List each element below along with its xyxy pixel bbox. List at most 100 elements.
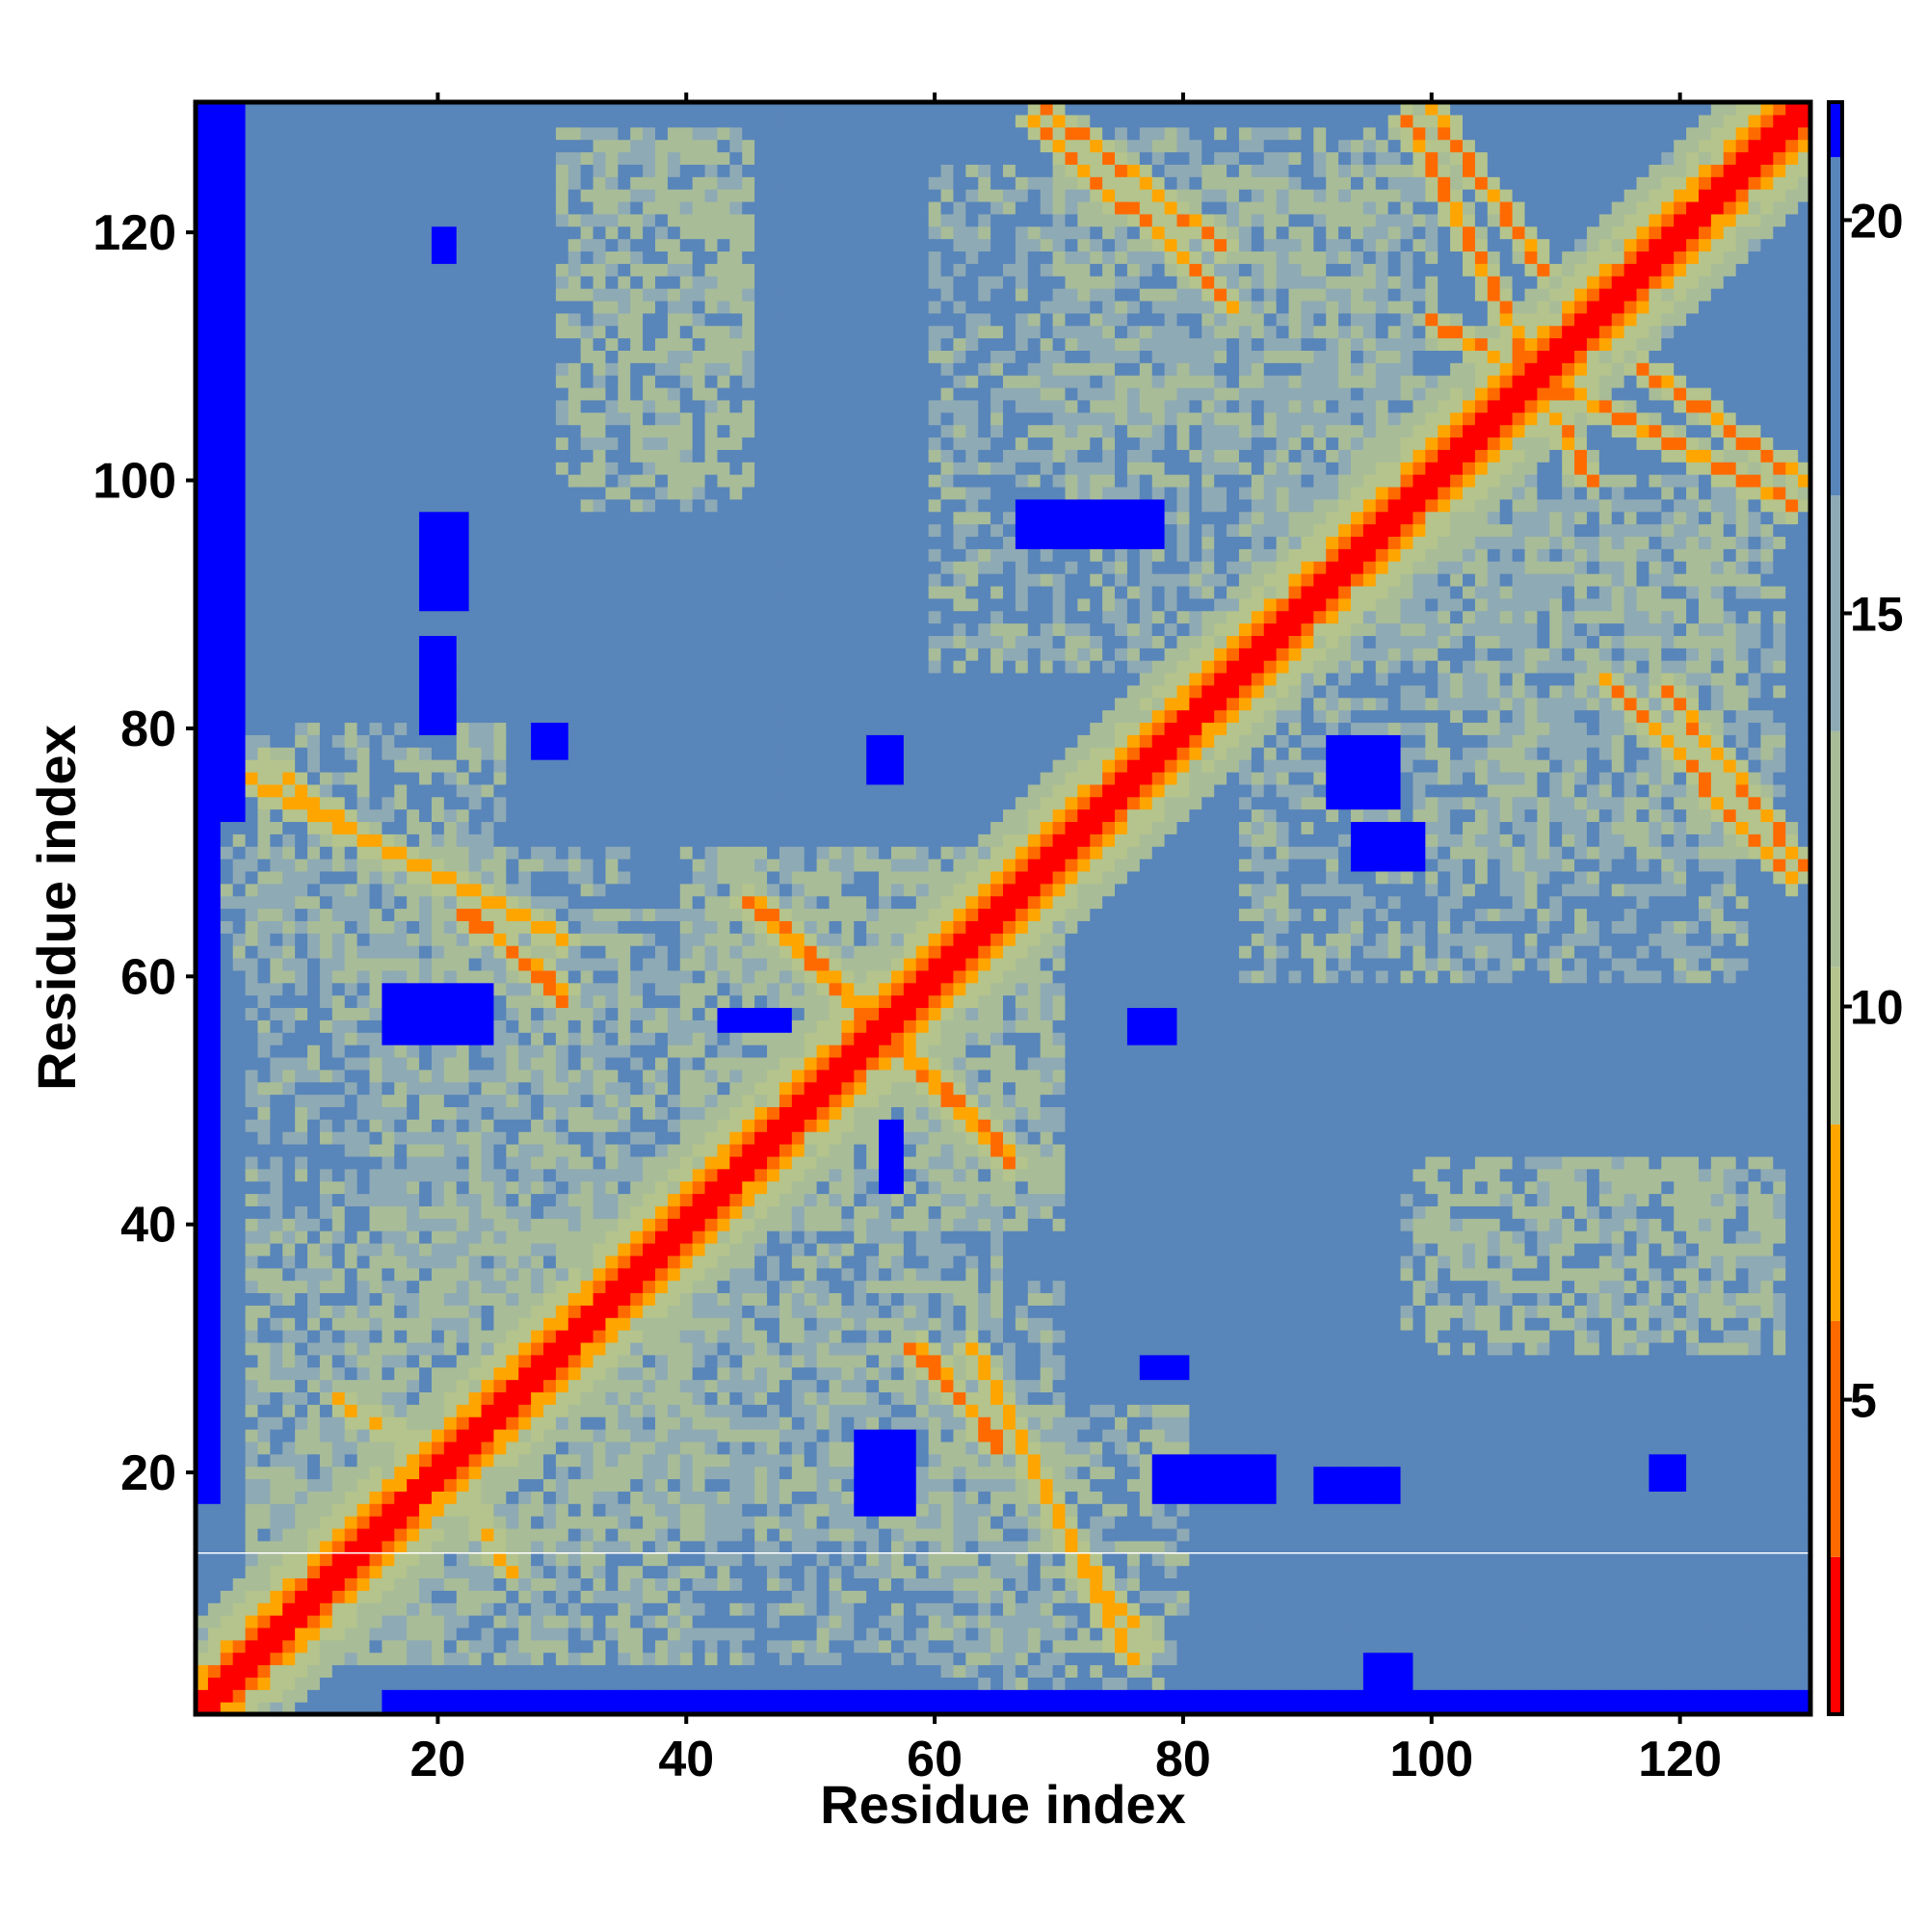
heatmap-cell [344, 697, 358, 711]
heatmap-cell [555, 1045, 569, 1058]
heatmap-cell [282, 1627, 296, 1641]
heatmap-cell [605, 734, 619, 748]
heatmap-cell [618, 1702, 631, 1715]
heatmap-cell [481, 734, 495, 748]
heatmap-cell [270, 1081, 283, 1096]
heatmap-cell [382, 920, 395, 934]
heatmap-cell [593, 498, 607, 513]
heatmap-cell [331, 225, 346, 240]
heatmap-cell [207, 200, 222, 215]
heatmap-cell [207, 846, 222, 860]
heatmap-cell [282, 1205, 296, 1219]
heatmap-cell [531, 139, 544, 153]
heatmap-cell [232, 1590, 247, 1603]
heatmap-cell [655, 796, 669, 810]
heatmap-cell [270, 424, 283, 438]
heatmap-cell [369, 1144, 383, 1157]
heatmap-cell [369, 933, 383, 946]
heatmap-cell [245, 337, 259, 351]
heatmap-cell [667, 1280, 681, 1294]
heatmap-cell [555, 709, 569, 724]
heatmap-cell [394, 424, 408, 438]
heatmap-cell [295, 1527, 308, 1542]
heatmap-cell [630, 1702, 644, 1715]
heatmap-cell [307, 1379, 321, 1392]
heatmap-cell [419, 251, 433, 264]
heatmap-cell [593, 585, 607, 599]
heatmap-cell [542, 1330, 557, 1343]
heatmap-cell [506, 437, 519, 450]
heatmap-cell [319, 722, 333, 735]
heatmap-cell [568, 957, 582, 971]
heatmap-cell [568, 411, 582, 426]
heatmap-cell [431, 498, 445, 513]
heatmap-cell [518, 362, 532, 376]
heatmap-cell [605, 523, 619, 538]
heatmap-cell [655, 783, 669, 798]
heatmap-cell [207, 1180, 222, 1195]
heatmap-cell [655, 573, 669, 587]
heatmap-cell [506, 189, 519, 202]
heatmap-cell [456, 1218, 470, 1231]
heatmap-cell [319, 189, 333, 202]
heatmap-cell [257, 225, 271, 240]
heatmap-cell [319, 771, 333, 785]
heatmap-cell [643, 1144, 656, 1157]
heatmap-cell [667, 1627, 681, 1641]
heatmap-cell [344, 238, 358, 252]
heatmap-cell [369, 1416, 383, 1430]
heatmap-cell [196, 1590, 209, 1603]
heatmap-cell [618, 1354, 631, 1368]
heatmap-cell [282, 312, 296, 327]
heatmap-cell [331, 1007, 346, 1020]
heatmap-cell [270, 1180, 283, 1195]
heatmap-cell [518, 375, 532, 388]
heatmap-cell [643, 1527, 656, 1542]
heatmap-cell [356, 1453, 371, 1468]
heatmap-cell [220, 511, 234, 525]
heatmap-cell [643, 672, 656, 686]
heatmap-cell [468, 957, 483, 971]
heatmap-cell [468, 1565, 483, 1579]
heatmap-cell [605, 1366, 619, 1381]
heatmap-cell [456, 1205, 470, 1219]
heatmap-cell [630, 1267, 644, 1282]
heatmap-cell [481, 846, 495, 860]
heatmap-cell [618, 213, 631, 227]
heatmap-cell [493, 536, 507, 549]
heatmap-cell [568, 1503, 582, 1517]
heatmap-cell [643, 908, 656, 921]
heatmap-cell [344, 1652, 358, 1666]
heatmap-cell [257, 1552, 271, 1567]
heatmap-cell [257, 511, 271, 525]
heatmap-cell [630, 200, 644, 215]
heatmap-cell [568, 1354, 582, 1368]
heatmap-cell [605, 375, 619, 388]
heatmap-cell [443, 1094, 458, 1108]
heatmap-cell [431, 933, 445, 946]
heatmap-cell [542, 1615, 557, 1628]
heatmap-cell [356, 189, 371, 202]
heatmap-cell [245, 1168, 259, 1182]
heatmap-cell [419, 263, 433, 277]
heatmap-cell [618, 1366, 631, 1381]
heatmap-cell [443, 808, 458, 823]
heatmap-cell [270, 771, 283, 785]
heatmap-cell [481, 1032, 495, 1045]
heatmap-cell [468, 969, 483, 984]
heatmap-cell [245, 1552, 259, 1567]
heatmap-cell [419, 859, 433, 872]
heatmap-cell [319, 1205, 333, 1219]
heatmap-cell [232, 1552, 247, 1567]
heatmap-cell [331, 585, 346, 599]
heatmap-cell [344, 288, 358, 302]
heatmap-cell [382, 1590, 395, 1603]
heatmap-cell [593, 1231, 607, 1244]
heatmap-cell [506, 870, 519, 885]
heatmap-cell [369, 908, 383, 921]
heatmap-cell [307, 933, 321, 946]
heatmap-cell [382, 1168, 395, 1182]
heatmap-cell [568, 561, 582, 574]
heatmap-cell [643, 895, 656, 910]
heatmap-cell [295, 1045, 308, 1058]
